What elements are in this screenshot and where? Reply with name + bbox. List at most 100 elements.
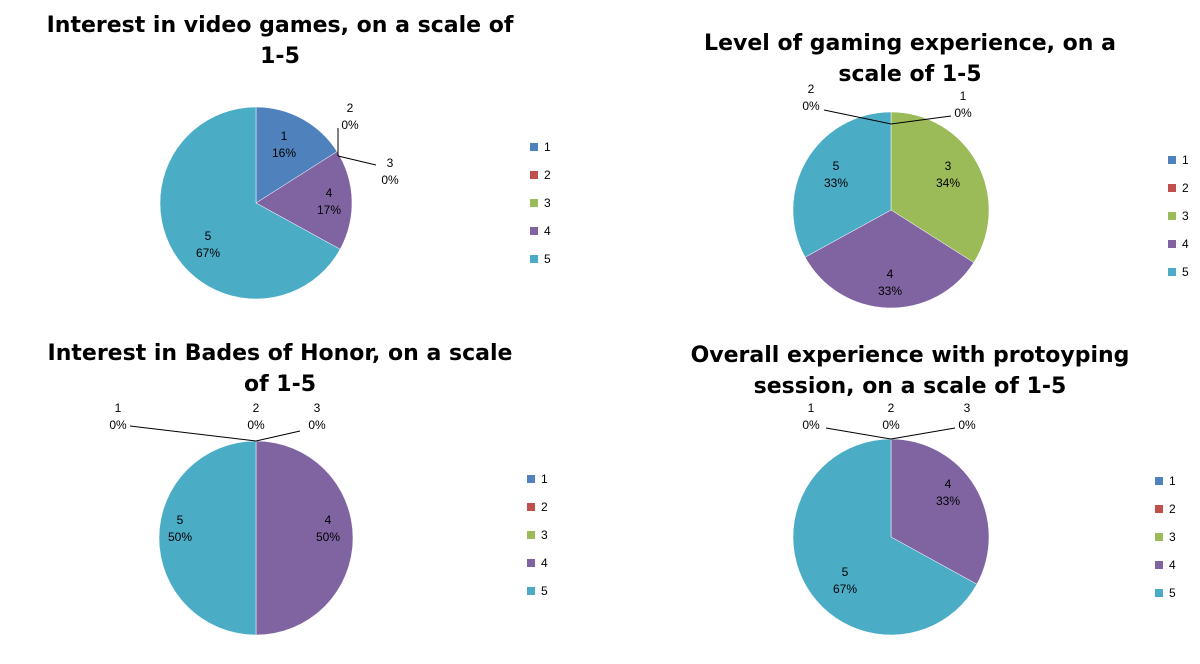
legend-label: 2 xyxy=(1182,181,1189,195)
pie-slice-5 xyxy=(158,440,257,636)
slice-label-category: 3 xyxy=(387,156,394,170)
legend-label: 1 xyxy=(544,140,551,154)
leader-line xyxy=(825,427,892,440)
legend-label: 1 xyxy=(541,472,548,486)
legend-item-4: 4 xyxy=(1155,558,1176,572)
slice-label: 4 33% xyxy=(878,267,902,298)
slice-label-category: 1 xyxy=(281,129,288,143)
slice-label: 3 0% xyxy=(308,401,326,432)
chart-title-line: 1-5 xyxy=(260,44,300,69)
legend-label: 4 xyxy=(541,556,548,570)
slice-label-percent: 34% xyxy=(936,176,960,190)
legend-swatch xyxy=(1155,533,1163,541)
leader-line xyxy=(823,109,892,125)
slice-label: 1 0% xyxy=(109,401,127,432)
slice-label: 1 0% xyxy=(802,401,820,432)
legend-swatch xyxy=(527,475,535,483)
legend-item-3: 3 xyxy=(1155,530,1176,544)
legend-swatch xyxy=(1155,505,1163,513)
slice-label: 2 0% xyxy=(882,401,900,432)
legend-swatch xyxy=(527,503,535,511)
slice-label-percent: 0% xyxy=(308,418,326,432)
legend-item-4: 4 xyxy=(530,224,551,238)
slice-label: 4 50% xyxy=(316,513,340,544)
slice-label-percent: 50% xyxy=(168,530,192,544)
slice-label-category: 5 xyxy=(833,159,840,173)
pie-slice-5 xyxy=(792,438,978,636)
slice-label-category: 4 xyxy=(945,477,952,491)
chart-title: Level of gaming experience, on a scale of… xyxy=(680,28,1140,90)
slice-label-category: 2 xyxy=(888,401,895,415)
slice-label: 1 16% xyxy=(272,129,296,160)
slice-label-category: 3 xyxy=(945,159,952,173)
slice-label: 4 17% xyxy=(317,186,341,217)
pie-slice-4 xyxy=(255,440,354,636)
pie-slice-4 xyxy=(890,438,990,585)
slice-label-percent: 33% xyxy=(878,284,902,298)
slice-label-percent: 0% xyxy=(109,418,127,432)
slice-label-percent: 0% xyxy=(958,418,976,432)
legend-swatch xyxy=(527,531,535,539)
slice-label-category: 1 xyxy=(808,401,815,415)
legend-label: 2 xyxy=(544,168,551,182)
legend-item-1: 1 xyxy=(1168,153,1189,167)
legend-item-4: 4 xyxy=(527,556,548,570)
legend-swatch xyxy=(1168,212,1176,220)
legend-item-5: 5 xyxy=(530,252,551,266)
slice-label: 2 0% xyxy=(802,82,820,113)
chart-title-line: of 1-5 xyxy=(243,372,317,397)
chart-title: Overall experience with protoyping sessio… xyxy=(680,340,1140,402)
slice-label-category: 3 xyxy=(964,401,971,415)
leader-line xyxy=(890,427,956,440)
leader-line xyxy=(129,425,257,442)
chart-title-line: Interest in video games, on a scale of xyxy=(46,13,514,38)
slice-label-category: 2 xyxy=(808,82,815,96)
legend-label: 1 xyxy=(1169,474,1176,488)
legend-item-1: 1 xyxy=(530,140,551,154)
slice-label-percent: 50% xyxy=(316,530,340,544)
slice-label-percent: 0% xyxy=(341,118,359,132)
slice-label-percent: 0% xyxy=(381,173,399,187)
pie-slice-1 xyxy=(255,106,338,204)
pie-slice-3 xyxy=(890,111,990,263)
slice-label-percent: 17% xyxy=(317,203,341,217)
slice-label-category: 3 xyxy=(314,401,321,415)
legend-label: 5 xyxy=(1182,265,1189,279)
slice-label: 5 33% xyxy=(824,159,848,190)
legend-label: 4 xyxy=(1182,237,1189,251)
legend-item-5: 5 xyxy=(1168,265,1189,279)
pie-slice-4 xyxy=(255,151,353,250)
chart-title: Interest in Bades of Honor, on a scale of… xyxy=(30,338,530,400)
slice-label-percent: 0% xyxy=(882,418,900,432)
slice-label: 5 50% xyxy=(168,513,192,544)
legend-label: 5 xyxy=(544,252,551,266)
legend-item-2: 2 xyxy=(1155,502,1176,516)
legend-swatch xyxy=(1168,156,1176,164)
slice-label-category: 1 xyxy=(115,401,122,415)
legend-item-5: 5 xyxy=(1155,586,1176,600)
slice-label-category: 2 xyxy=(347,101,354,115)
legend-label: 3 xyxy=(544,196,551,210)
slice-label: 5 67% xyxy=(833,565,857,596)
legend-swatch xyxy=(530,199,538,207)
legend-swatch xyxy=(1155,477,1163,485)
slice-label: 3 0% xyxy=(958,401,976,432)
slice-label: 5 67% xyxy=(196,229,220,260)
slice-label-percent: 0% xyxy=(954,106,972,120)
legend-item-3: 3 xyxy=(1168,209,1189,223)
legend-label: 3 xyxy=(541,528,548,542)
legend-swatch xyxy=(530,227,538,235)
slice-label-percent: 67% xyxy=(196,246,220,260)
slice-label: 2 0% xyxy=(247,401,265,432)
slice-label-category: 4 xyxy=(326,186,333,200)
legend-label: 2 xyxy=(1169,502,1176,516)
legend-swatch xyxy=(1168,184,1176,192)
slice-label-percent: 0% xyxy=(802,99,820,113)
slice-label-percent: 16% xyxy=(272,146,296,160)
chart-title-line: scale of 1-5 xyxy=(838,62,982,87)
pie-slice-5 xyxy=(159,106,341,300)
legend-swatch xyxy=(527,587,535,595)
legend-item-5: 5 xyxy=(527,584,548,598)
pie-slice-5 xyxy=(792,111,892,258)
